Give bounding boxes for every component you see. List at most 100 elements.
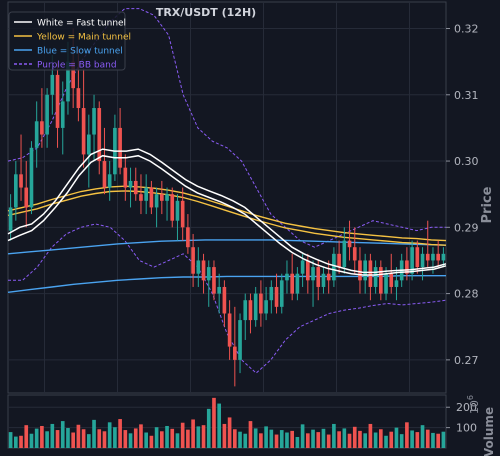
candle-body: [347, 240, 352, 248]
volume-bar: [139, 424, 143, 448]
volume-bar: [311, 429, 315, 448]
candle-body: [394, 280, 399, 287]
volume-bar: [279, 430, 284, 448]
volume-bar: [186, 429, 190, 448]
volume-bar: [321, 428, 326, 448]
volume-bar: [29, 433, 34, 448]
volume-bar: [378, 429, 383, 448]
main-tunnel-line-1: [7, 190, 447, 246]
volume-bar: [170, 428, 175, 448]
candle-body: [352, 247, 357, 261]
candle-body: [40, 121, 44, 135]
volume-bar: [394, 427, 399, 448]
volume-bar: [76, 424, 81, 448]
volume-bar: [60, 421, 65, 448]
volume-bar: [425, 429, 430, 448]
price-axis-label: Price: [480, 186, 495, 223]
volume-bar: [347, 433, 352, 448]
tunnels: [7, 185, 447, 293]
candle-body: [133, 180, 138, 195]
volume-bar: [384, 435, 388, 448]
candle-body: [212, 267, 216, 294]
candle-body: [232, 346, 237, 360]
main-tunnel-line-0: [7, 185, 447, 242]
volume-bar: [352, 426, 357, 448]
candle-body: [149, 187, 154, 208]
volume-bar: [144, 432, 149, 448]
price-grid: [7, 1, 447, 394]
volume-bar: [305, 433, 310, 448]
fast-tunnel-line-1: [7, 154, 447, 276]
candle-body: [201, 260, 206, 281]
volume-bar: [13, 436, 18, 448]
volume-bar: [368, 423, 373, 448]
candle-body: [425, 253, 430, 261]
volume-bar: [405, 422, 409, 448]
candle-body: [222, 286, 227, 314]
candle-body: [66, 61, 70, 102]
fast-tunnel-line-0: [7, 148, 447, 274]
volume-bar: [212, 397, 216, 448]
candle-body: [123, 167, 128, 188]
candle-body: [405, 260, 409, 274]
volume-bar: [118, 419, 122, 448]
volume-bar: [71, 432, 76, 448]
volume-bar: [206, 408, 211, 448]
candle-body: [139, 194, 143, 201]
volume-bar: [175, 433, 180, 448]
candle-body: [264, 300, 268, 314]
legend-label: White = Fast tunnel: [37, 19, 126, 29]
candle-body: [420, 253, 425, 268]
volume-bar: [201, 425, 206, 448]
candle-body: [243, 300, 248, 321]
candle-body: [305, 260, 310, 281]
candle-body: [102, 161, 107, 188]
y-tick-label: 0.32: [454, 23, 479, 36]
candle-body: [86, 134, 91, 155]
volume-panel-frame: [7, 394, 447, 449]
candle-body: [311, 267, 315, 281]
candle-body: [24, 187, 29, 208]
candle-body: [358, 260, 362, 281]
volume-bar: [238, 431, 242, 448]
volume-bar: [113, 427, 117, 448]
volume-bar: [420, 425, 425, 448]
candle-body: [175, 200, 180, 221]
candle-body: [50, 74, 55, 95]
legend-label: Blue = Slow tunnel: [37, 47, 123, 57]
candle-body: [384, 273, 388, 294]
volume-bar: [295, 436, 300, 448]
volume-bar: [196, 426, 201, 448]
candle-body: [238, 320, 242, 360]
candle-body: [19, 174, 23, 188]
volume-bar: [154, 427, 159, 448]
candle-body: [191, 247, 195, 274]
candle-body: [279, 280, 284, 307]
volume-bar: [290, 430, 295, 448]
legend-box: [8, 11, 126, 71]
candle-body: [290, 273, 295, 294]
volume-bar: [441, 431, 446, 448]
volume-bar: [389, 431, 394, 448]
candle-body: [186, 227, 190, 248]
candle-body: [34, 121, 39, 148]
volume-bar: [107, 422, 112, 448]
volume-bar: [149, 435, 154, 448]
candle-body: [441, 253, 446, 261]
candle-body: [259, 293, 263, 314]
volume-bar: [180, 422, 185, 448]
candle-body: [154, 194, 159, 208]
candle-body: [71, 61, 76, 89]
volume-exponent-label: 106: [466, 395, 481, 414]
candle-body: [180, 200, 185, 228]
volume-bar: [373, 432, 378, 448]
candle-body: [144, 187, 149, 201]
volume-bar: [274, 434, 279, 448]
volume-bar: [337, 431, 341, 448]
volume-bar: [253, 428, 258, 448]
candle-body: [373, 267, 378, 287]
volume-bar: [19, 435, 23, 448]
volume-bar: [222, 423, 227, 448]
volume-bar: [358, 430, 362, 448]
